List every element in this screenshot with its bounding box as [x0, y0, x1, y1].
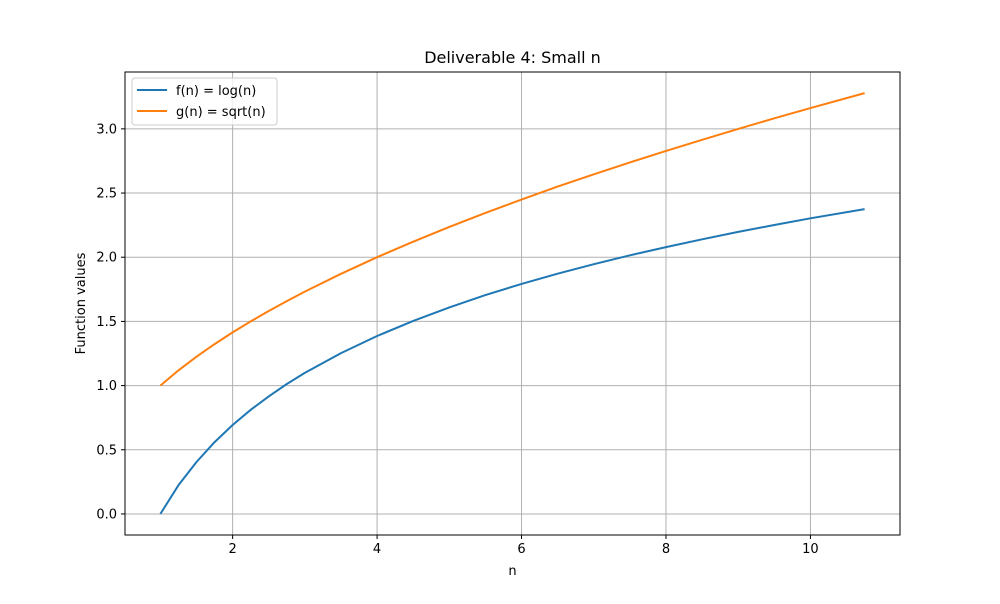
y-tick-label: 2.5	[96, 187, 117, 202]
legend-label-sqrt: g(n) = sqrt(n)	[176, 105, 266, 120]
y-tick-label: 1.5	[96, 315, 117, 330]
series-line-sqrt	[159, 92, 865, 387]
plot-frame	[124, 71, 901, 536]
x-tick-label: 4	[373, 542, 381, 557]
chart-title: Deliverable 4: Small n	[424, 48, 601, 67]
x-tick-label: 8	[662, 542, 670, 557]
y-axis-label: Function values	[74, 252, 89, 354]
y-tick-label: 0.5	[96, 443, 117, 458]
y-tick-label: 3.0	[96, 122, 117, 137]
grid	[125, 72, 900, 535]
x-tick-label: 2	[228, 542, 236, 557]
y-tick-label: 2.0	[96, 251, 117, 266]
x-tick-label: 6	[517, 542, 525, 557]
y-tick-label: 0.0	[96, 507, 117, 522]
plot-area	[125, 72, 900, 535]
x-axis-ticks: 2 4 6 8 10	[228, 535, 819, 557]
legend-box	[131, 77, 278, 126]
legend: f(n) = log(n) g(n) = sqrt(n)	[131, 77, 278, 126]
legend-label-log: f(n) = log(n)	[176, 84, 256, 99]
y-tick-label: 1.0	[96, 379, 117, 394]
series-layer	[159, 92, 865, 515]
x-axis-label: n	[508, 564, 516, 579]
y-axis-ticks: 0.0 0.5 1.0 1.5 2.0 2.5 3.0	[96, 122, 125, 522]
series-line-log	[159, 208, 865, 515]
x-tick-label: 10	[802, 542, 819, 557]
